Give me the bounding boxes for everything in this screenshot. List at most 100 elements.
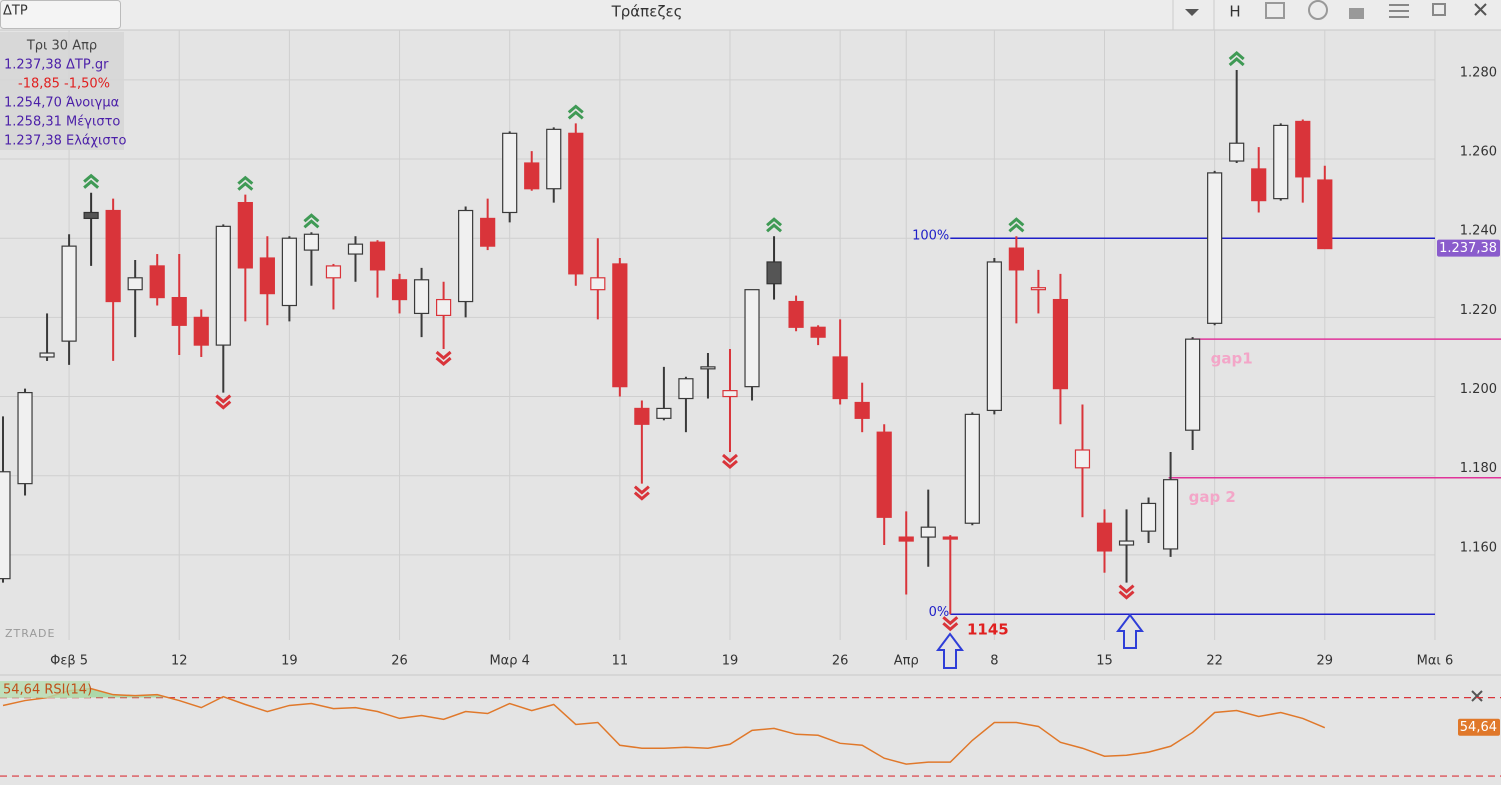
candle-body xyxy=(391,279,408,301)
close-icon[interactable] xyxy=(1474,3,1487,16)
candle-body xyxy=(193,316,209,346)
y-tick-label: 1.280 xyxy=(1460,65,1497,80)
fractal-up xyxy=(83,173,100,189)
rsi-line xyxy=(2,687,1326,765)
candle-body xyxy=(127,277,143,291)
last-price-label: 1.237,38 xyxy=(1439,241,1497,256)
candle-body xyxy=(986,261,1002,412)
x-tick-label: 19 xyxy=(281,654,298,669)
info: Τρι 30 Απρ 1.237,38 ΔΤΡ.gr -18,85 -1,50% 1.… xyxy=(4,39,126,149)
arrow-icon xyxy=(936,632,964,669)
candle-body xyxy=(281,237,297,307)
fractal-up xyxy=(303,213,320,229)
close-panel-icon[interactable] xyxy=(1471,690,1483,702)
candle-body xyxy=(61,245,77,342)
candle-body xyxy=(700,366,716,370)
candle-body xyxy=(105,209,121,303)
x-tick-label: Φεβ 5 xyxy=(50,654,88,669)
x-tick-label: 19 xyxy=(722,654,739,669)
panel-icon[interactable] xyxy=(1265,2,1285,19)
x-tick-label: 22 xyxy=(1206,654,1223,669)
fractal-up xyxy=(766,217,783,233)
candle-body xyxy=(1229,142,1245,162)
candle-body xyxy=(1030,287,1047,291)
candle-body xyxy=(1118,540,1135,546)
rsi-value-tag xyxy=(1458,718,1500,736)
candle-body xyxy=(1052,298,1069,390)
candle-body xyxy=(876,431,892,518)
candle-body xyxy=(920,526,936,538)
candle-body xyxy=(458,209,474,303)
candle-body xyxy=(369,241,386,271)
x-tick-label: 8 xyxy=(990,654,998,669)
candle-body xyxy=(237,201,253,269)
candle-body xyxy=(1140,502,1157,532)
x-tick-label: 26 xyxy=(832,654,849,669)
candle-body xyxy=(524,162,540,190)
candle-body xyxy=(678,378,694,400)
quote-icon[interactable] xyxy=(1308,0,1328,20)
candle-body xyxy=(1008,247,1024,271)
candle-body xyxy=(149,265,165,299)
fractal-down xyxy=(1118,584,1135,600)
candle-body xyxy=(964,413,980,524)
candle-body xyxy=(39,352,55,358)
x-tick-label: Απρ xyxy=(894,654,919,669)
fib-label: 100% xyxy=(912,229,949,244)
candle-body xyxy=(1162,479,1179,550)
fractal-down xyxy=(435,350,452,367)
x-tick-label: 12 xyxy=(171,654,188,669)
candle-body xyxy=(1251,168,1267,202)
watermark: ZTRADE xyxy=(5,627,55,640)
menu-icon[interactable] xyxy=(1389,4,1409,18)
restore-icon[interactable] xyxy=(1432,3,1446,16)
rsi-overbought-fill xyxy=(3,688,1325,698)
mode-button[interactable]: H xyxy=(1229,3,1240,21)
low-annotation: 1145 xyxy=(967,621,1009,639)
y-tick-label: 1.180 xyxy=(1460,461,1497,476)
candle-body xyxy=(1295,120,1311,178)
candle-body xyxy=(83,211,99,220)
candle-body xyxy=(259,257,275,295)
candle-body xyxy=(722,390,738,398)
symbol-box[interactable] xyxy=(0,0,121,29)
y-tick-label: 1.220 xyxy=(1460,303,1497,318)
lock-icon[interactable] xyxy=(1349,8,1364,19)
fractal-down xyxy=(942,616,959,632)
candle-body xyxy=(832,356,848,400)
candle-body xyxy=(1096,522,1113,552)
info-box xyxy=(0,32,124,150)
gap-label: gap 2 xyxy=(1189,488,1236,506)
candle-body xyxy=(325,265,342,279)
candle-body xyxy=(590,277,606,291)
y-tick-label: 1.160 xyxy=(1460,540,1497,555)
candle-body xyxy=(546,128,562,190)
symbol[interactable]: ΔΤΡ xyxy=(3,4,28,19)
candle-body xyxy=(215,225,231,346)
dropdown-icon[interactable] xyxy=(1185,9,1199,16)
x-tick-label: 15 xyxy=(1096,654,1113,669)
candle-body xyxy=(1207,172,1223,324)
fractal-down xyxy=(633,485,650,501)
rsi-legend-box xyxy=(0,681,90,698)
info-line: 1.258,31 Μέγιστο xyxy=(4,115,120,130)
candle-body xyxy=(568,132,584,275)
candle-body xyxy=(656,407,672,419)
candle-body xyxy=(634,407,650,425)
y-tick-label: 1.260 xyxy=(1460,145,1497,160)
candle-body xyxy=(17,391,33,485)
candle-body xyxy=(942,536,958,540)
candle-body xyxy=(766,261,782,285)
fractal-up xyxy=(1228,51,1245,67)
x-tick-label: Μαρ 4 xyxy=(489,654,529,669)
info-line: 1.254,70 Άνοιγμα xyxy=(4,96,119,111)
fractal-down xyxy=(722,453,738,469)
x-tick-label: 29 xyxy=(1317,654,1334,669)
fractal-up xyxy=(567,104,584,120)
info-line: Τρι 30 Απρ xyxy=(26,39,97,54)
x-tick-label: 26 xyxy=(391,654,408,669)
fractal-down xyxy=(215,394,232,410)
